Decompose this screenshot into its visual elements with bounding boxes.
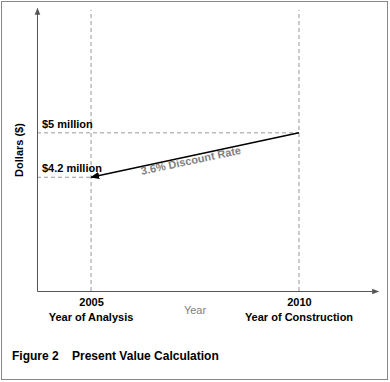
- x-tick-label: 2005: [79, 296, 103, 308]
- plot-area: [91, 133, 299, 177]
- chart-container: 2005 2010 $4.2 million $5 million Year Dollar…: [0, 0, 390, 382]
- x-axis-title: Year: [184, 304, 207, 316]
- series-line: [91, 133, 299, 177]
- y-axis-title: Dollars ($): [13, 123, 25, 177]
- grid: [37, 10, 299, 291]
- y-axis-line: [37, 9, 38, 292]
- chart-title: Figure 2 Present Value Calculation: [12, 349, 219, 363]
- y-tick-label: $5 million: [42, 118, 93, 130]
- x-grid-line: [91, 10, 92, 291]
- figure-frame: [2, 2, 388, 380]
- y-tick: $4.2 million: [37, 162, 102, 178]
- x-tick: 2010: [287, 291, 311, 308]
- y-tick-label: $4.2 million: [42, 162, 102, 174]
- x-tick: 2005: [79, 291, 103, 308]
- x-axis-line: [38, 291, 379, 292]
- x-tick-label: 2010: [287, 296, 311, 308]
- line-annotation: 3.6% Discount Rate: [140, 144, 242, 177]
- x-grid-line: [298, 10, 299, 291]
- x-annotation: Year of Analysis: [49, 311, 134, 323]
- x-annotation: Year of Construction: [245, 311, 353, 323]
- y-tick: $5 million: [37, 118, 93, 134]
- x-axis: 2005 2010: [38, 291, 379, 308]
- chart-svg: 2005 2010 $4.2 million $5 million Year Dollar…: [0, 0, 390, 382]
- y-grid-line: [37, 132, 299, 133]
- y-axis: $4.2 million $5 million: [37, 9, 102, 292]
- y-grid-line: [37, 177, 91, 178]
